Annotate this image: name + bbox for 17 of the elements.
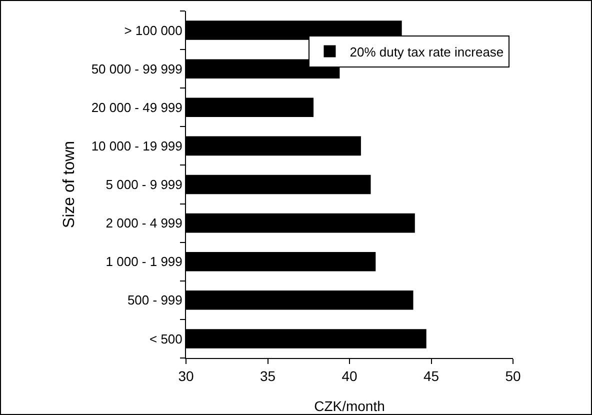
x-tick-label: 35 <box>260 368 276 384</box>
x-tick-label: 50 <box>505 368 521 384</box>
y-tick-label: 20 000 - 49 999 <box>91 100 182 115</box>
y-tick-label: 10 000 - 19 999 <box>91 138 182 154</box>
x-axis-title: CZK/month <box>314 398 385 414</box>
x-tick-label: 45 <box>423 368 440 384</box>
legend-label: 20% duty tax rate increase <box>350 44 504 60</box>
y-axis-title: Size of town <box>61 140 78 228</box>
y-tick-label: 500 - 999 <box>127 292 182 308</box>
y-tick-label: > 100 000 <box>124 22 182 38</box>
y-tick-label: 50 000 - 99 999 <box>91 61 182 76</box>
y-tick-label: 5 000 - 9 999 <box>106 177 182 192</box>
x-tick-label: 40 <box>342 368 358 384</box>
x-tick-label: 30 <box>178 368 194 384</box>
y-tick-label: 1 000 - 1 999 <box>106 254 182 270</box>
y-tick-label: 2 000 - 4 999 <box>106 216 182 231</box>
y-tick-label: < 500 <box>149 331 182 346</box>
